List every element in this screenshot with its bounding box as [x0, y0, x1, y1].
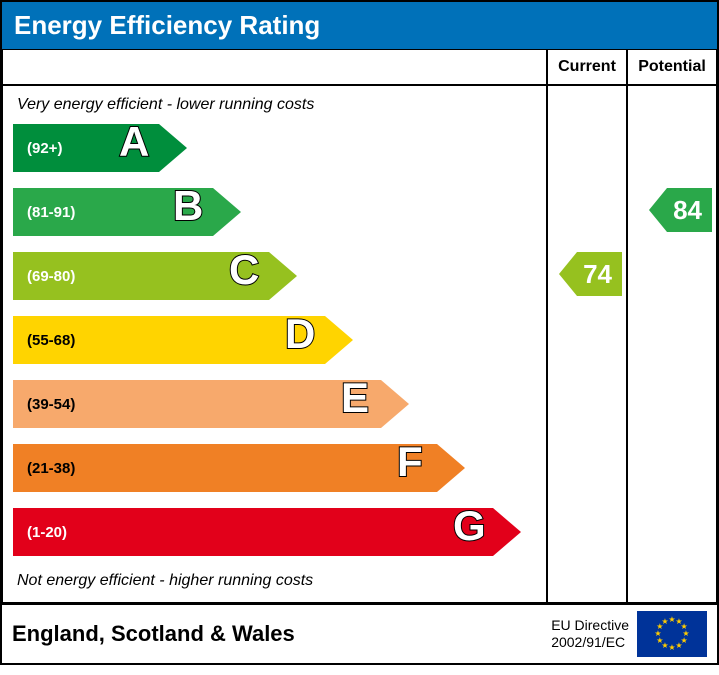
- potential-value: 84: [667, 188, 712, 232]
- bottom-caption: Not energy efficient - higher running co…: [13, 568, 546, 596]
- directive-text: EU Directive 2002/91/EC: [551, 617, 629, 651]
- band-row-c: (69-80) C: [13, 248, 546, 304]
- bars-container: (92+) A (81-91) B (69-80) C (55-68) D (39-54) E (2…: [13, 120, 546, 560]
- col-header-potential: Potential: [627, 49, 717, 85]
- band-range-label: (1-20): [13, 524, 67, 541]
- band-arrow-icon: [159, 124, 187, 172]
- band-range-label: (92+): [13, 140, 62, 157]
- band-row-d: (55-68) D: [13, 312, 546, 368]
- directive-block: EU Directive 2002/91/EC ★★★★★★★★★★★★: [551, 611, 707, 657]
- band-row-g: (1-20) G: [13, 504, 546, 560]
- col-header-current: Current: [547, 49, 627, 85]
- band-arrow-icon: [325, 316, 353, 364]
- band-arrow-icon: [381, 380, 409, 428]
- band-letter-f: F: [397, 438, 423, 486]
- current-pointer: 74: [559, 252, 622, 296]
- potential-pointer: 84: [649, 188, 712, 232]
- current-column: 74: [547, 85, 627, 603]
- band-row-a: (92+) A: [13, 120, 546, 176]
- current-pointer-arrow-icon: [559, 252, 577, 296]
- directive-line1: EU Directive: [551, 617, 629, 634]
- band-row-e: (39-54) E: [13, 376, 546, 432]
- title-bar: Energy Efficiency Rating: [2, 2, 717, 49]
- eu-star-icon: ★: [668, 643, 675, 653]
- band-range-label: (21-38): [13, 460, 75, 477]
- top-caption: Very energy efficient - lower running co…: [13, 92, 546, 120]
- band-letter-d: D: [285, 310, 315, 358]
- footer: England, Scotland & Wales EU Directive 2…: [2, 603, 717, 663]
- band-letter-a: A: [119, 118, 149, 166]
- band-row-b: (81-91) B: [13, 184, 546, 240]
- band-letter-e: E: [341, 374, 369, 422]
- band-arrow-icon: [493, 508, 521, 556]
- band-bar-e: (39-54): [13, 380, 381, 428]
- band-arrow-icon: [437, 444, 465, 492]
- eu-star-icon: ★: [661, 617, 668, 627]
- bars-area: Very energy efficient - lower running co…: [2, 85, 547, 603]
- blank-header: [2, 49, 547, 85]
- current-value: 74: [577, 252, 622, 296]
- region-label: England, Scotland & Wales: [12, 621, 295, 647]
- band-bar-d: (55-68): [13, 316, 325, 364]
- band-range-label: (55-68): [13, 332, 75, 349]
- eu-flag-icon: ★★★★★★★★★★★★: [637, 611, 707, 657]
- chart-grid: Current Potential Very energy efficient …: [2, 49, 717, 603]
- band-arrow-icon: [269, 252, 297, 300]
- band-row-f: (21-38) F: [13, 440, 546, 496]
- eu-star-icon: ★: [675, 641, 682, 651]
- band-range-label: (69-80): [13, 268, 75, 285]
- band-letter-g: G: [453, 502, 486, 550]
- band-bar-g: (1-20): [13, 508, 493, 556]
- potential-pointer-arrow-icon: [649, 188, 667, 232]
- band-letter-c: C: [229, 246, 259, 294]
- band-range-label: (39-54): [13, 396, 75, 413]
- band-arrow-icon: [213, 188, 241, 236]
- potential-column: 84: [627, 85, 717, 603]
- directive-line2: 2002/91/EC: [551, 634, 629, 651]
- band-range-label: (81-91): [13, 204, 75, 221]
- band-bar-f: (21-38): [13, 444, 437, 492]
- epc-chart: Energy Efficiency Rating Current Potenti…: [0, 0, 719, 665]
- band-letter-b: B: [173, 182, 203, 230]
